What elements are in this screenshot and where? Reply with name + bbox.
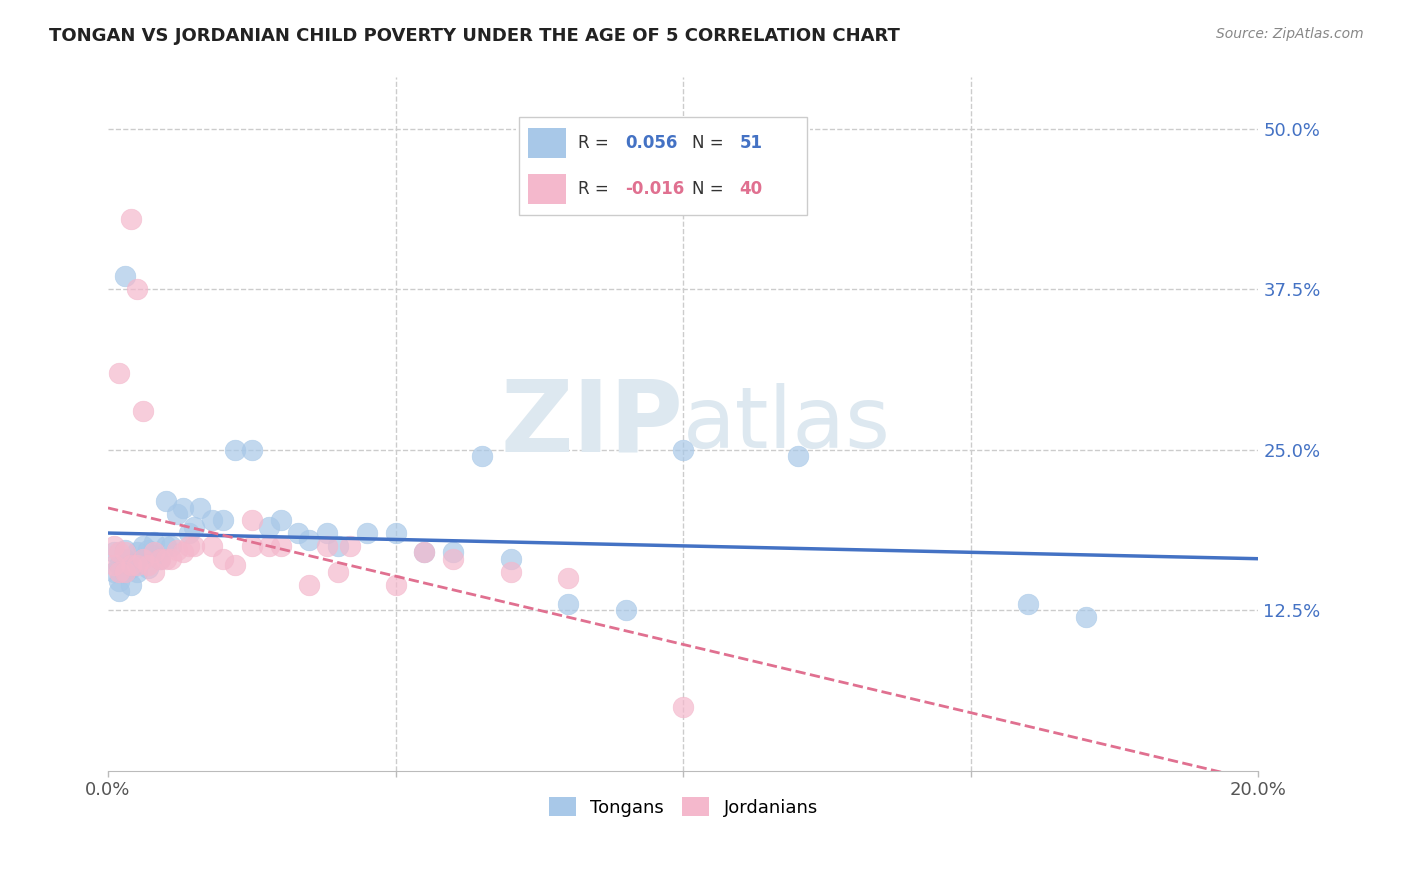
Tongans — [120, 556, 142, 570]
Tongans — [188, 500, 211, 515]
Tongans — [143, 535, 166, 549]
Jordanians — [257, 539, 280, 553]
Tongans — [172, 500, 194, 515]
Jordanians — [298, 577, 321, 591]
Jordanians — [240, 539, 263, 553]
Tongans — [120, 577, 142, 591]
Legend: Tongans, Jordanians: Tongans, Jordanians — [541, 790, 825, 824]
Tongans — [155, 494, 177, 508]
Jordanians — [125, 282, 148, 296]
Tongans — [108, 574, 131, 588]
Jordanians — [149, 552, 172, 566]
Jordanians — [125, 558, 148, 573]
Tongans — [315, 526, 337, 541]
Tongans — [1074, 609, 1097, 624]
Tongans — [108, 558, 131, 573]
Tongans — [224, 442, 246, 457]
Text: TONGAN VS JORDANIAN CHILD POVERTY UNDER THE AGE OF 5 CORRELATION CHART: TONGAN VS JORDANIAN CHILD POVERTY UNDER … — [49, 27, 900, 45]
Text: Source: ZipAtlas.com: Source: ZipAtlas.com — [1216, 27, 1364, 41]
Tongans — [787, 449, 810, 463]
Jordanians — [143, 545, 166, 559]
Tongans — [103, 545, 125, 559]
Tongans — [108, 584, 131, 599]
Jordanians — [136, 558, 159, 573]
Tongans — [160, 539, 183, 553]
Tongans — [131, 552, 153, 566]
Jordanians — [212, 552, 235, 566]
Tongans — [413, 545, 436, 559]
Tongans — [136, 561, 159, 575]
Jordanians — [120, 211, 142, 226]
Tongans — [298, 533, 321, 547]
Jordanians — [339, 539, 361, 553]
Tongans — [114, 552, 136, 566]
Tongans — [136, 542, 159, 557]
Jordanians — [326, 565, 349, 579]
Jordanians — [108, 366, 131, 380]
Tongans — [103, 565, 125, 579]
Jordanians — [131, 404, 153, 418]
Jordanians — [114, 565, 136, 579]
Jordanians — [183, 539, 205, 553]
Tongans — [672, 442, 695, 457]
Jordanians — [120, 558, 142, 573]
Tongans — [166, 507, 188, 521]
Tongans — [270, 513, 292, 527]
Tongans — [120, 561, 142, 575]
Tongans — [114, 565, 136, 579]
Tongans — [499, 552, 522, 566]
Jordanians — [499, 565, 522, 579]
Jordanians — [672, 699, 695, 714]
Text: ZIP: ZIP — [501, 376, 683, 473]
Tongans — [384, 526, 406, 541]
Tongans — [471, 449, 494, 463]
Tongans — [177, 526, 200, 541]
Jordanians — [114, 545, 136, 559]
Tongans — [125, 545, 148, 559]
Jordanians — [103, 539, 125, 553]
Jordanians — [270, 539, 292, 553]
Tongans — [114, 542, 136, 557]
Tongans — [200, 513, 222, 527]
Jordanians — [441, 552, 464, 566]
Jordanians — [315, 539, 337, 553]
Text: atlas: atlas — [683, 383, 891, 466]
Tongans — [257, 520, 280, 534]
Jordanians — [108, 545, 131, 559]
Tongans — [356, 526, 378, 541]
Jordanians — [108, 565, 131, 579]
Tongans — [149, 552, 172, 566]
Jordanians — [131, 552, 153, 566]
Tongans — [240, 442, 263, 457]
Tongans — [287, 526, 309, 541]
Jordanians — [160, 552, 183, 566]
Tongans — [183, 520, 205, 534]
Jordanians — [413, 545, 436, 559]
Jordanians — [200, 539, 222, 553]
Tongans — [155, 539, 177, 553]
Tongans — [131, 539, 153, 553]
Tongans — [441, 545, 464, 559]
Jordanians — [240, 513, 263, 527]
Jordanians — [172, 545, 194, 559]
Jordanians — [103, 558, 125, 573]
Tongans — [614, 603, 637, 617]
Jordanians — [557, 571, 579, 585]
Jordanians — [224, 558, 246, 573]
Tongans — [212, 513, 235, 527]
Jordanians — [166, 542, 188, 557]
Jordanians — [177, 539, 200, 553]
Tongans — [143, 548, 166, 562]
Jordanians — [143, 565, 166, 579]
Tongans — [1017, 597, 1039, 611]
Tongans — [557, 597, 579, 611]
Jordanians — [384, 577, 406, 591]
Tongans — [125, 565, 148, 579]
Tongans — [326, 539, 349, 553]
Tongans — [114, 269, 136, 284]
Jordanians — [155, 552, 177, 566]
